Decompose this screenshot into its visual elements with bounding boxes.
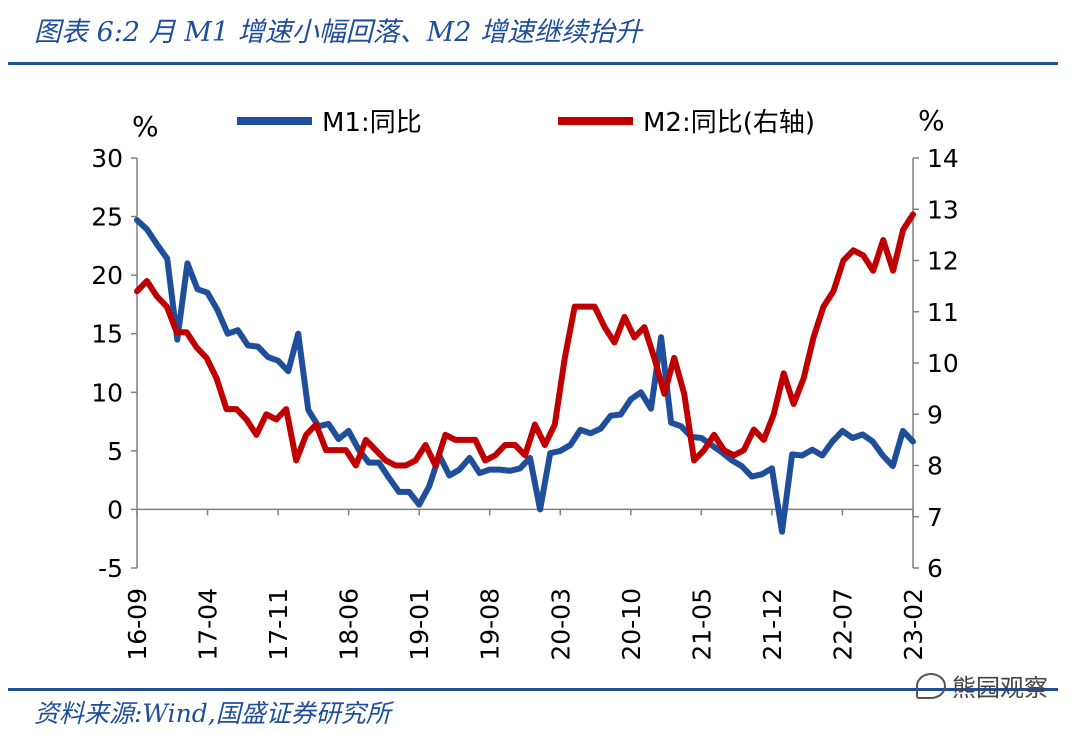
source-note: 资料来源:Wind,国盛证券研究所 [34, 699, 391, 728]
chart-axes: 30 25 20 15 10 5 0 -5 14 13 12 11 10 9 8 7 6 16-09 17-04 17… [91, 144, 959, 661]
footer-rule [8, 688, 1058, 691]
right-tick-label: 6 [927, 554, 943, 583]
title-rule [8, 62, 1058, 65]
x-tick-label: 20-03 [546, 588, 575, 661]
left-tick-label: 30 [91, 144, 123, 173]
series-layer [134, 211, 916, 535]
x-tick-label: 21-05 [687, 588, 716, 661]
legend-label-m2: M2:同比(右轴) [643, 108, 815, 138]
legend: M1:同比 M2:同比(右轴) [237, 108, 815, 138]
watermark-text: 熊园观察 [952, 674, 1048, 702]
x-tick-label: 18-06 [335, 588, 364, 661]
left-tick-label: 25 [91, 203, 123, 232]
chart-title: 图表 6:2 月 M1 增速小幅回落、M2 增速继续抬升 [34, 17, 643, 48]
left-tick-label: 5 [107, 437, 123, 466]
right-tick-label: 8 [927, 452, 943, 481]
right-axis-unit: % [918, 104, 945, 137]
x-tick-label: 17-04 [194, 588, 223, 661]
series-line-m2 [134, 211, 916, 469]
right-tick-label: 9 [927, 400, 943, 429]
x-tick-label: 17-11 [264, 588, 293, 661]
left-tick-label: -5 [98, 554, 123, 583]
x-tick-label: 19-01 [405, 588, 434, 661]
x-tick-label: 22-07 [828, 588, 857, 661]
right-tick-label: 11 [927, 298, 959, 327]
x-tick-label: 21-12 [758, 588, 787, 661]
right-tick-label: 10 [927, 349, 959, 378]
left-axis-unit: % [132, 110, 159, 143]
left-tick-label: 20 [91, 261, 123, 290]
x-tick-label: 20-10 [617, 588, 646, 661]
right-tick-label: 14 [927, 144, 959, 173]
right-tick-label: 7 [927, 503, 943, 532]
x-tick-label: 19-08 [476, 588, 505, 661]
right-tick-label: 12 [927, 247, 959, 276]
left-tick-label: 15 [91, 320, 123, 349]
x-tick-label: 23-02 [899, 588, 928, 661]
watermark: 熊园观察 [916, 668, 1048, 703]
right-tick-label: 13 [927, 195, 959, 224]
legend-label-m1: M1:同比 [322, 108, 422, 138]
left-tick-label: 0 [107, 495, 123, 524]
wechat-icon [916, 672, 946, 699]
left-tick-label: 10 [91, 378, 123, 407]
x-tick-label: 16-09 [123, 588, 152, 661]
series-line-m1 [134, 217, 916, 535]
